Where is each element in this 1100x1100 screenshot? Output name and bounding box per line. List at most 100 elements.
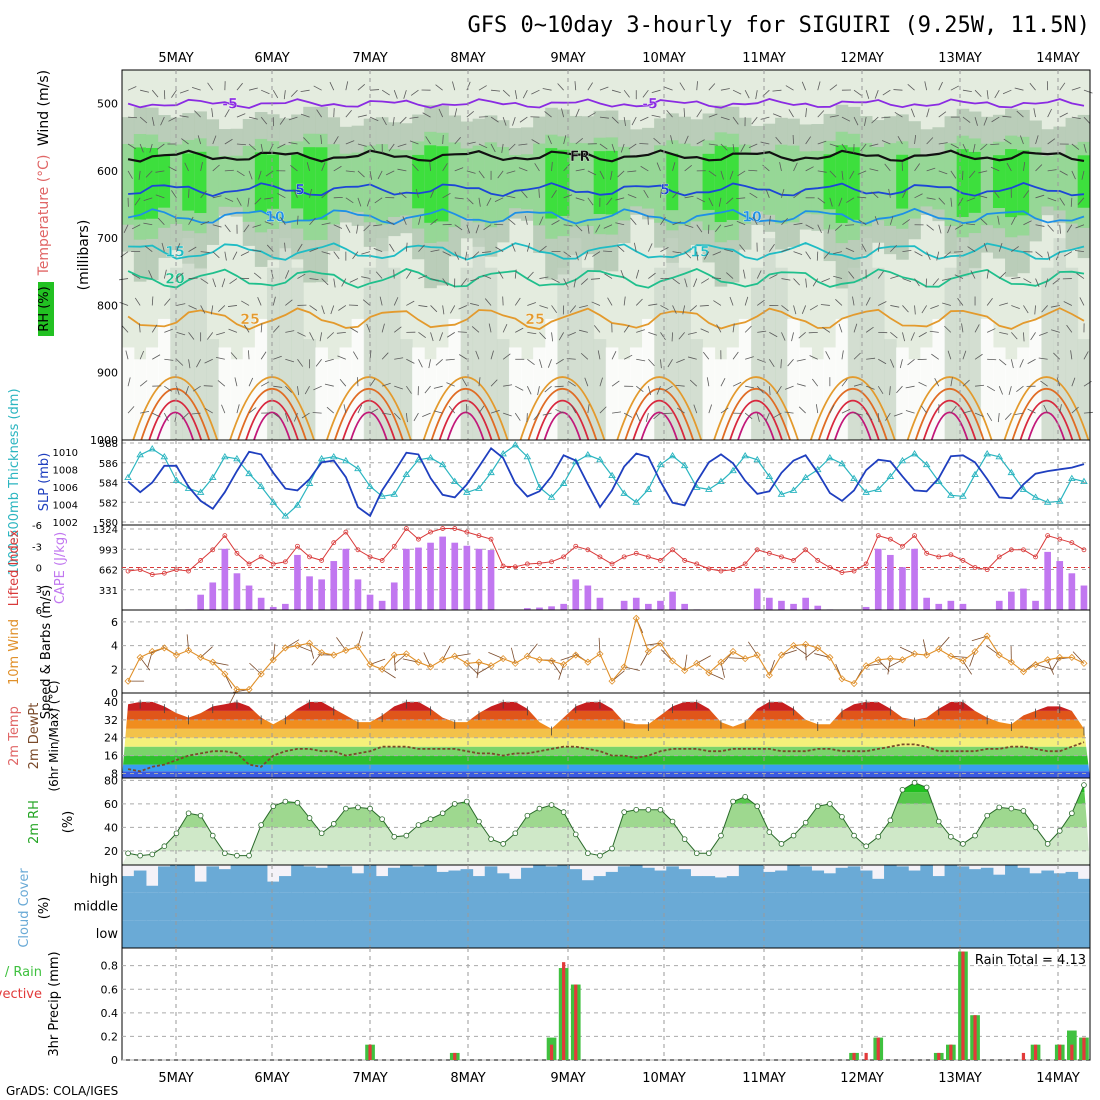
- wind-barb: [511, 243, 516, 252]
- rh-shade-cell: [266, 154, 280, 209]
- wind-barb: [636, 358, 646, 362]
- wind-barb: [890, 275, 900, 279]
- wind-barb: [950, 170, 957, 179]
- wind-barb: [551, 220, 560, 226]
- rh2m-point: [1008, 805, 1015, 812]
- rh-shade-cell: [787, 145, 800, 223]
- wind-barb: [962, 350, 967, 360]
- cloud-cell: [545, 920, 558, 948]
- wind-barb: [921, 405, 927, 414]
- li-point: [174, 567, 179, 573]
- rh-dry-cell: [629, 347, 643, 440]
- wind-barb: [1063, 251, 1073, 257]
- wind-barb: [192, 385, 201, 392]
- wind-barb: [382, 412, 392, 415]
- wind-barb: [531, 89, 540, 95]
- wind-barb: [617, 170, 625, 178]
- li-point: [512, 564, 518, 570]
- cloud-cell: [375, 920, 389, 948]
- wind10m-point: [608, 677, 616, 685]
- wind-barb: [769, 332, 778, 338]
- wind-barb: [551, 278, 560, 283]
- wind-barb: [490, 409, 500, 414]
- rh-shade-cell: [617, 146, 631, 221]
- li-point: [609, 561, 615, 567]
- wind-barb: [732, 143, 735, 153]
- wind-barb: [640, 116, 649, 122]
- wind-barb: [514, 412, 521, 421]
- wind-barb: [757, 299, 765, 306]
- wind-barb: [801, 305, 807, 314]
- wind-barb: [744, 90, 750, 99]
- thickness-point: [487, 468, 495, 476]
- wind-barb: [829, 170, 837, 178]
- cloud-cell: [968, 920, 982, 948]
- rh2m-point: [560, 809, 567, 815]
- wind-barb: [272, 296, 276, 306]
- wind-barb: [283, 90, 286, 100]
- cloud-cell: [424, 920, 437, 948]
- wind-barb: [1083, 143, 1087, 153]
- wind-barb: [277, 193, 286, 199]
- wind10m-barb: [139, 657, 151, 671]
- cloud-cell: [170, 865, 183, 893]
- cloud-cell: [799, 920, 812, 948]
- cloud-cell: [1017, 867, 1030, 893]
- cloud-cell: [1005, 892, 1018, 921]
- rh2m-point: [476, 818, 482, 825]
- wind-barb: [796, 383, 806, 387]
- wind-barb: [660, 188, 662, 198]
- wind-barb: [333, 251, 340, 260]
- rh-shade-cell: [992, 155, 1006, 209]
- wind-barb: [1014, 412, 1024, 416]
- wind-barb: [893, 89, 903, 91]
- cape-bar: [887, 554, 894, 610]
- thickness-point: [475, 484, 483, 491]
- wind-barb: [931, 353, 939, 360]
- wind-barb: [1045, 278, 1049, 288]
- rh-shade-cell: [605, 150, 619, 215]
- wind10m-point: [184, 646, 193, 654]
- wind-barb: [926, 108, 930, 118]
- wind-barb: [1023, 305, 1029, 314]
- pressure-tick: 500: [97, 98, 118, 111]
- thickness-tick: 584: [99, 479, 118, 490]
- cloud-cell: [569, 869, 583, 893]
- wind-barb: [962, 410, 972, 414]
- cloud-cell: [242, 865, 256, 893]
- thickness-point: [172, 476, 181, 483]
- wind-barb: [538, 188, 540, 198]
- wind-barb: [869, 143, 879, 147]
- cloud-cell: [1065, 892, 1079, 921]
- cloud-cell: [896, 920, 909, 948]
- date-label-bottom: 13MAY: [938, 1071, 982, 1086]
- rh-dry-cell: [218, 347, 232, 440]
- cape-bar: [415, 547, 422, 610]
- precip-convective-bar: [973, 1015, 977, 1060]
- wind10m-point: [910, 650, 919, 658]
- isotherm-line: [128, 242, 1085, 261]
- isotherm-dome: [422, 376, 509, 441]
- wind-barb: [478, 85, 487, 91]
- wind-barb: [200, 162, 203, 171]
- isotherm-line: [127, 307, 1085, 331]
- wind-barb: [412, 163, 419, 172]
- cloud-cell: [375, 892, 389, 921]
- wind10m-point: [705, 669, 713, 677]
- precip-convective-bar: [368, 1044, 372, 1060]
- wind-barb: [611, 89, 621, 94]
- wind-barb: [812, 278, 819, 287]
- wind-barb: [224, 224, 231, 233]
- rh-shade-cell: [944, 143, 958, 227]
- cape-bar: [874, 548, 882, 610]
- wind-barb: [793, 222, 803, 226]
- wind-barb: [841, 170, 844, 180]
- cloud-cell: [1041, 920, 1054, 948]
- cloud-cell: [121, 892, 135, 921]
- wind-barb: [227, 305, 237, 307]
- thickness-point: [826, 453, 834, 461]
- temp-band: [122, 701, 1090, 702]
- wind-barb: [357, 170, 365, 178]
- rh-dry-cell: [158, 318, 171, 440]
- wind-barb: [1075, 224, 1085, 229]
